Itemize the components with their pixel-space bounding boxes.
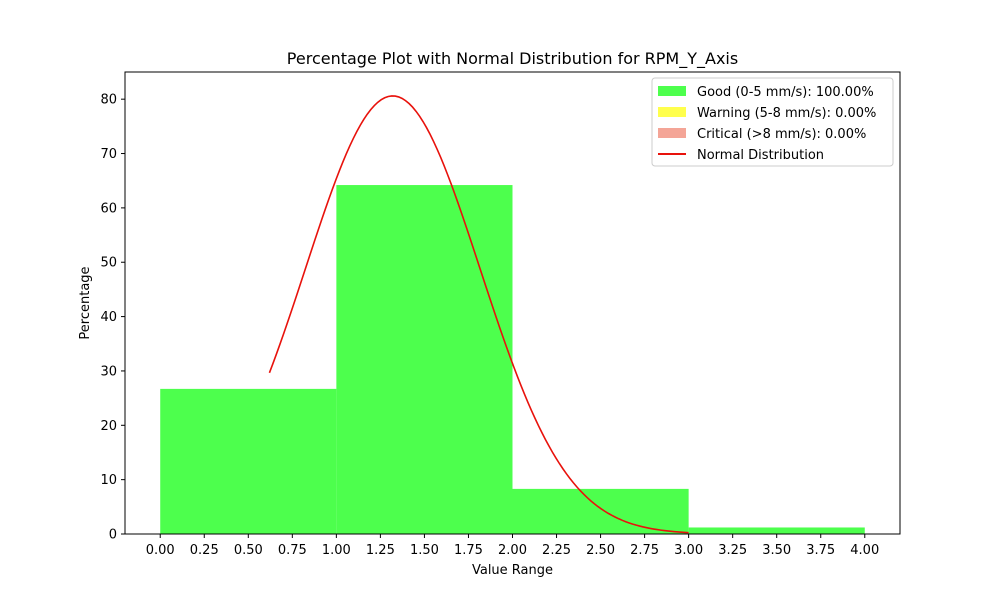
curve-layer bbox=[268, 95, 689, 534]
normal-distribution-curve bbox=[268, 95, 689, 534]
bars-layer bbox=[160, 185, 865, 534]
x-tick-label: 2.50 bbox=[586, 543, 615, 558]
x-tick-label: 0.00 bbox=[146, 543, 175, 558]
y-axis-label: Percentage bbox=[78, 266, 93, 339]
bar-2 bbox=[336, 185, 513, 534]
y-tick-label: 50 bbox=[100, 256, 117, 271]
chart-title: Percentage Plot with Normal Distribution… bbox=[287, 49, 738, 69]
bar-3 bbox=[512, 488, 689, 534]
x-tick-label: 0.25 bbox=[190, 543, 219, 558]
legend-label: Good (0-5 mm/s): 100.00% bbox=[697, 85, 874, 100]
y-tick-label: 30 bbox=[100, 364, 117, 379]
y-tick-label: 60 bbox=[100, 201, 117, 216]
x-tick-label: 0.75 bbox=[278, 543, 307, 558]
y-tick-label: 70 bbox=[100, 147, 117, 162]
x-axis: 0.00 0.25 0.50 0.75 1.00 1.25 1.50 1.75 2.00 2.25… bbox=[146, 534, 879, 558]
y-axis: 0 10 20 30 40 50 60 70 80 bbox=[100, 93, 125, 543]
x-tick-label: 0.50 bbox=[234, 543, 263, 558]
x-tick-label: 1.75 bbox=[454, 543, 483, 558]
legend: Good (0-5 mm/s): 100.00% Warning (5-8 mm/… bbox=[651, 77, 894, 167]
x-tick-label: 1.50 bbox=[410, 543, 439, 558]
x-tick-label: 1.25 bbox=[366, 543, 395, 558]
legend-swatch bbox=[658, 128, 686, 138]
y-tick-label: 40 bbox=[100, 310, 117, 325]
legend-swatch bbox=[658, 107, 686, 117]
x-tick-label: 3.00 bbox=[674, 543, 703, 558]
x-tick-label: 3.25 bbox=[718, 543, 747, 558]
bar-1 bbox=[160, 388, 337, 534]
legend-label: Warning (5-8 mm/s): 0.00% bbox=[697, 106, 876, 121]
x-tick-label: 3.75 bbox=[806, 543, 835, 558]
y-tick-label: 20 bbox=[100, 419, 117, 434]
y-tick-label: 80 bbox=[100, 93, 117, 108]
legend-label: Critical (>8 mm/s): 0.00% bbox=[697, 127, 866, 142]
legend-frame bbox=[651, 77, 894, 167]
x-axis-label: Value Range bbox=[472, 563, 553, 578]
x-tick-label: 3.50 bbox=[762, 543, 791, 558]
x-tick-label: 2.00 bbox=[498, 543, 527, 558]
x-tick-label: 1.00 bbox=[322, 543, 351, 558]
y-tick-label: 10 bbox=[100, 473, 117, 488]
x-tick-label: 4.00 bbox=[850, 543, 879, 558]
legend-label: Normal Distribution bbox=[697, 148, 824, 163]
x-tick-label: 2.25 bbox=[542, 543, 571, 558]
legend-swatch bbox=[658, 86, 686, 96]
y-tick-label: 0 bbox=[109, 528, 117, 543]
legend-items: Good (0-5 mm/s): 100.00% Warning (5-8 mm/… bbox=[658, 85, 876, 163]
x-tick-label: 2.75 bbox=[630, 543, 659, 558]
bar-4 bbox=[688, 527, 865, 534]
